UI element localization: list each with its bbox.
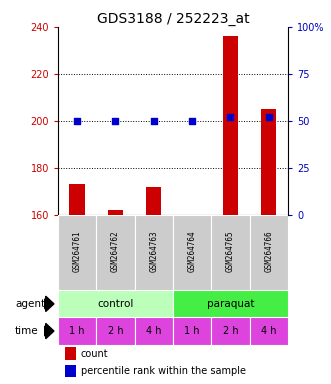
Point <box>189 118 195 124</box>
Point <box>228 114 233 120</box>
Bar <box>96 318 135 344</box>
Bar <box>211 215 250 290</box>
Bar <box>58 318 96 344</box>
Text: count: count <box>81 349 109 359</box>
Text: control: control <box>97 299 134 309</box>
Bar <box>173 215 211 290</box>
Text: GSM264766: GSM264766 <box>264 230 273 272</box>
Bar <box>223 36 238 215</box>
Bar <box>211 318 250 344</box>
Bar <box>58 290 173 318</box>
Bar <box>58 215 96 290</box>
Point <box>266 114 271 120</box>
Bar <box>261 109 276 215</box>
Text: 4 h: 4 h <box>261 326 276 336</box>
Bar <box>65 347 76 359</box>
Bar <box>173 318 211 344</box>
Text: 1 h: 1 h <box>70 326 85 336</box>
Text: 4 h: 4 h <box>146 326 162 336</box>
Bar <box>70 184 85 215</box>
Text: GSM264763: GSM264763 <box>149 230 158 272</box>
Text: 2 h: 2 h <box>108 326 123 336</box>
Text: GSM264761: GSM264761 <box>72 230 82 272</box>
Bar <box>135 215 173 290</box>
Bar <box>65 365 76 377</box>
Text: percentile rank within the sample: percentile rank within the sample <box>81 366 246 376</box>
Text: 2 h: 2 h <box>223 326 238 336</box>
Bar <box>146 187 162 215</box>
Text: GSM264762: GSM264762 <box>111 230 120 272</box>
Text: GSM264764: GSM264764 <box>188 230 197 272</box>
Point <box>151 118 157 124</box>
Bar <box>135 318 173 344</box>
Text: 1 h: 1 h <box>184 326 200 336</box>
Title: GDS3188 / 252223_at: GDS3188 / 252223_at <box>97 12 249 26</box>
Bar <box>250 215 288 290</box>
Bar <box>250 318 288 344</box>
Text: agent: agent <box>15 299 45 309</box>
Bar <box>184 215 200 220</box>
Point <box>113 118 118 124</box>
Bar <box>108 210 123 215</box>
Text: paraquat: paraquat <box>207 299 254 309</box>
Bar <box>96 215 135 290</box>
Point <box>74 118 80 124</box>
Text: GSM264765: GSM264765 <box>226 230 235 272</box>
Bar <box>173 290 288 318</box>
Text: time: time <box>15 326 38 336</box>
